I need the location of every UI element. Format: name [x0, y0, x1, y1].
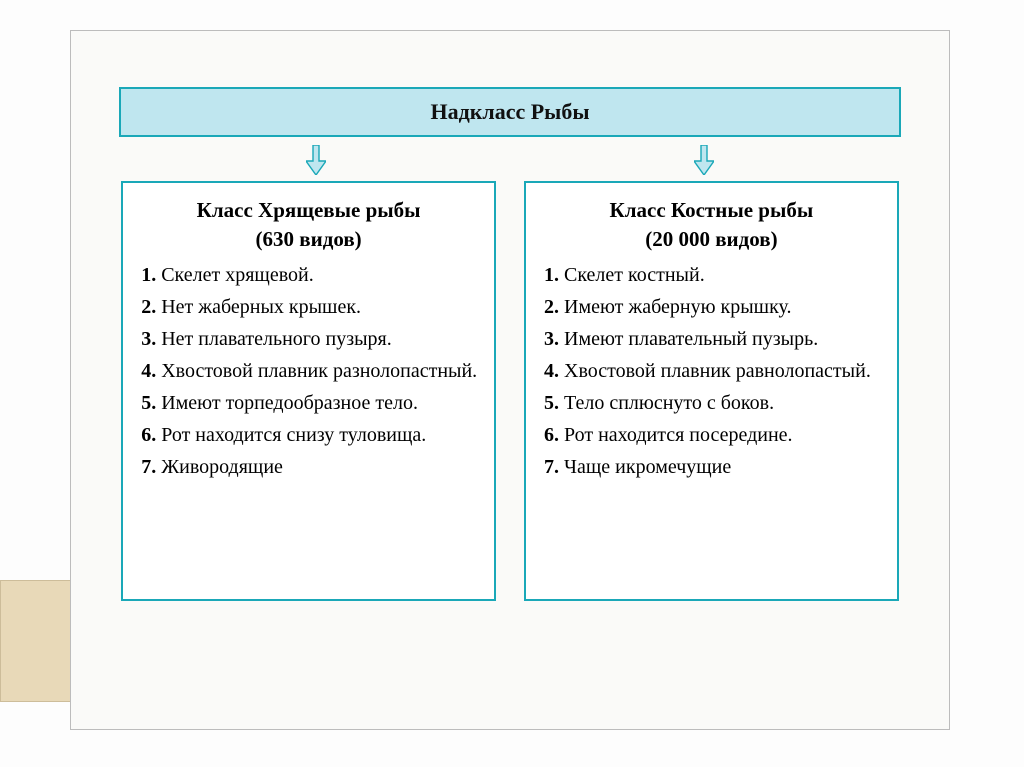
- list-item: Нет плавательного пузыря.: [161, 324, 478, 354]
- superclass-title-box: Надкласс Рыбы: [119, 87, 901, 137]
- column-head: Класс Костные рыбы: [542, 197, 881, 223]
- arrows-row: [121, 145, 899, 175]
- list-item: Рот находится посередине.: [564, 420, 881, 450]
- list-item: Рот находится снизу туловища.: [161, 420, 478, 450]
- diagram-page: Надкласс Рыбы Класс Хрящевые рыбы (630 в…: [70, 30, 950, 730]
- list-item: Чаще икромечущие: [564, 452, 881, 482]
- superclass-title: Надкласс Рыбы: [430, 99, 589, 124]
- column-cartilaginous: Класс Хрящевые рыбы (630 видов) Скелет х…: [121, 181, 496, 601]
- feature-list: Скелет хрящевой. Нет жаберных крышек. Не…: [139, 260, 478, 482]
- column-head: Класс Хрящевые рыбы: [139, 197, 478, 223]
- column-bony: Класс Костные рыбы (20 000 видов) Скелет…: [524, 181, 899, 601]
- list-item: Живородящие: [161, 452, 478, 482]
- list-item: Скелет хрящевой.: [161, 260, 478, 290]
- arrow-down-icon: [306, 145, 326, 175]
- list-item: Тело сплюснуто с боков.: [564, 388, 881, 418]
- list-item: Имеют плавательный пузырь.: [564, 324, 881, 354]
- list-item: Скелет костный.: [564, 260, 881, 290]
- list-item: Имеют торпедообразное тело.: [161, 388, 478, 418]
- arrow-down-icon: [694, 145, 714, 175]
- column-subhead: (630 видов): [139, 227, 478, 252]
- feature-list: Скелет костный. Имеют жаберную крышку. И…: [542, 260, 881, 482]
- list-item: Хвостовой плавник разнолопастный.: [161, 356, 478, 386]
- columns-container: Класс Хрящевые рыбы (630 видов) Скелет х…: [121, 181, 899, 601]
- list-item: Нет жаберных крышек.: [161, 292, 478, 322]
- column-subhead: (20 000 видов): [542, 227, 881, 252]
- list-item: Хвостовой плавник равнолопастый.: [564, 356, 881, 386]
- list-item: Имеют жаберную крышку.: [564, 292, 881, 322]
